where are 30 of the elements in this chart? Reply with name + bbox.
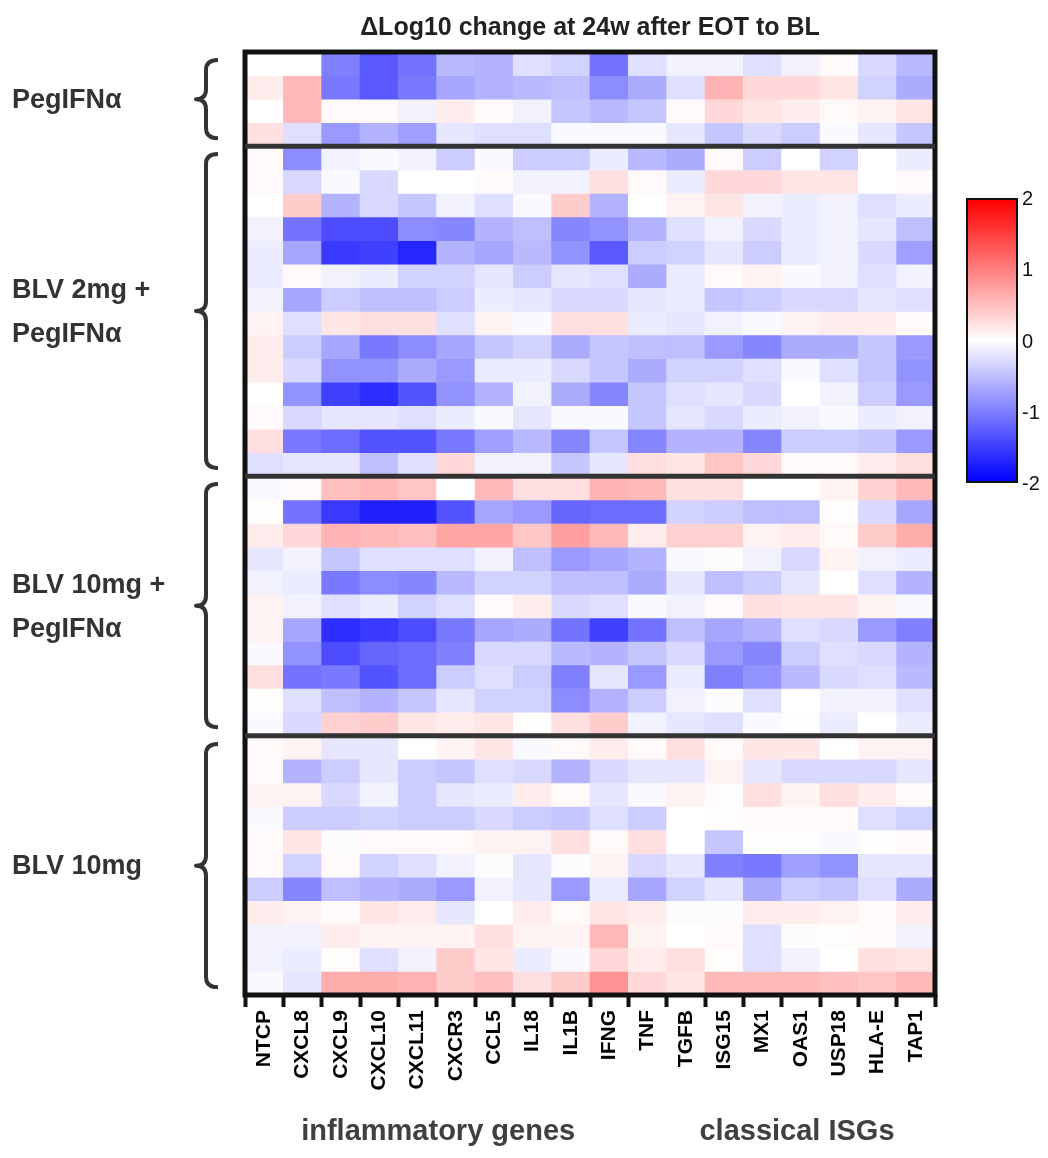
color-bar-label: 2	[1022, 186, 1034, 210]
color-bar-label: -1	[1022, 400, 1040, 424]
x-tick-label: TNF	[634, 1009, 658, 1051]
text: PegIFNα	[12, 83, 123, 117]
x-tick-label: IL18	[519, 1009, 543, 1053]
text: BLV 10mg + PegIFNα	[12, 568, 167, 645]
x-tick-label: IFNG	[595, 1010, 619, 1061]
x-tick-label: USP18	[825, 1009, 849, 1077]
x-tick-label: CXCR3	[442, 1010, 466, 1082]
color-bar-label: 0	[1022, 329, 1034, 352]
text: inflammatory genes	[300, 1114, 577, 1147]
text: BLV 2mg + PegIFNα	[12, 273, 152, 351]
x-tick-label: CXCL10	[365, 1010, 389, 1091]
color-bar-label: -2	[1022, 471, 1040, 495]
x-tick-label: TAP1	[902, 1009, 926, 1063]
x-tick-label: MX1	[749, 1009, 773, 1054]
chart-title: ΔLog10 change at 24w after EOT to BL	[359, 12, 821, 41]
x-tick-label: CXCL9	[327, 1010, 351, 1079]
color-bar-label: 1	[1022, 257, 1034, 281]
text: BLV 10mg	[12, 849, 144, 883]
x-tick-label: TGFB	[672, 1010, 696, 1068]
x-tick-label: CCL5	[480, 1009, 504, 1065]
x-tick-label: IL1B	[557, 1010, 581, 1056]
x-tick-label: CXCL11	[404, 1009, 428, 1090]
x-tick-label: ISG15	[710, 1009, 734, 1070]
x-tick-label: CXCL8	[289, 1009, 313, 1079]
x-tick-label: OAS1	[787, 1009, 811, 1068]
x-tick-label: HLA-E	[864, 1010, 888, 1075]
x-tick-label: NTCP	[250, 1010, 274, 1068]
text: classical ISGs	[698, 1114, 896, 1147]
